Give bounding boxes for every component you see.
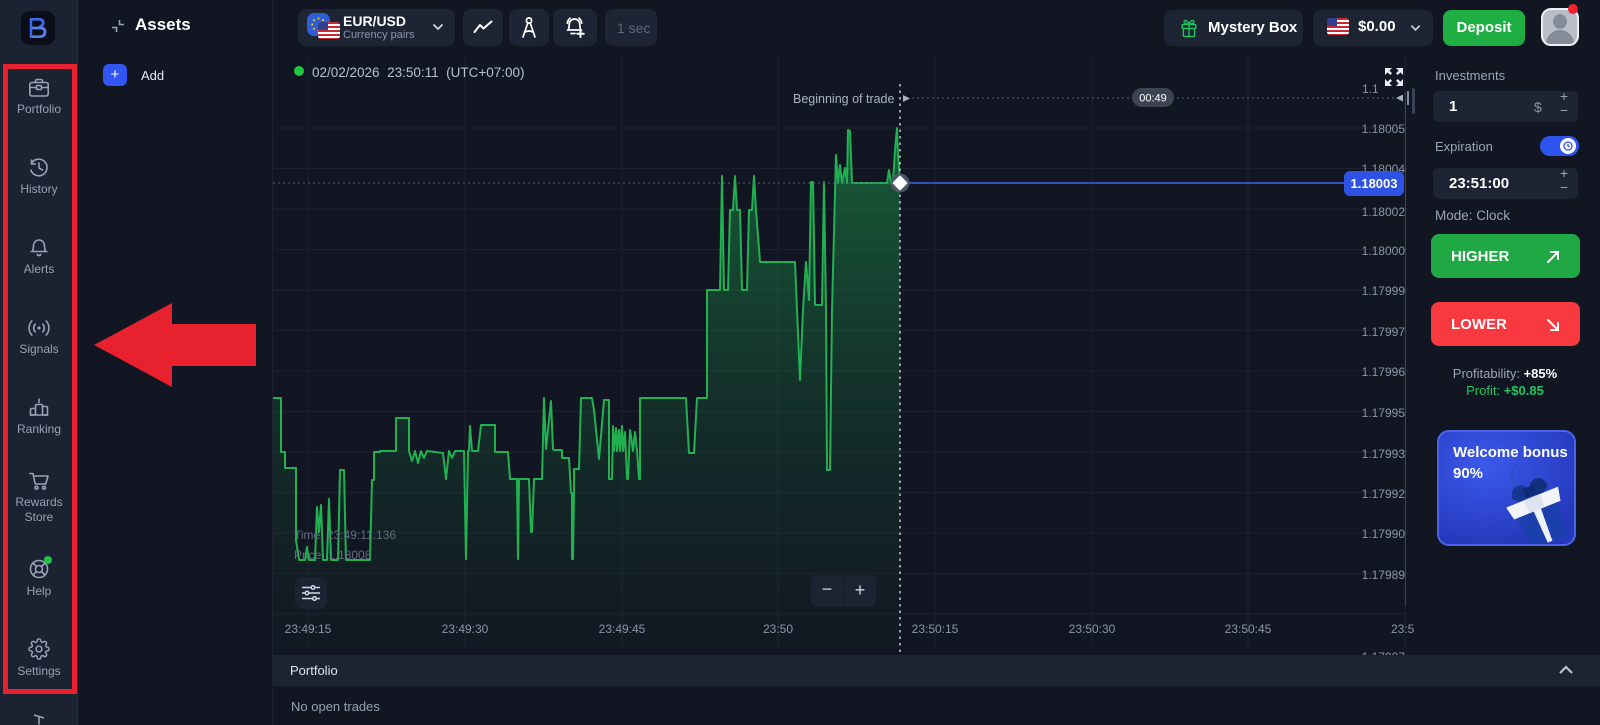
svg-text:00:49: 00:49: [1139, 93, 1167, 105]
